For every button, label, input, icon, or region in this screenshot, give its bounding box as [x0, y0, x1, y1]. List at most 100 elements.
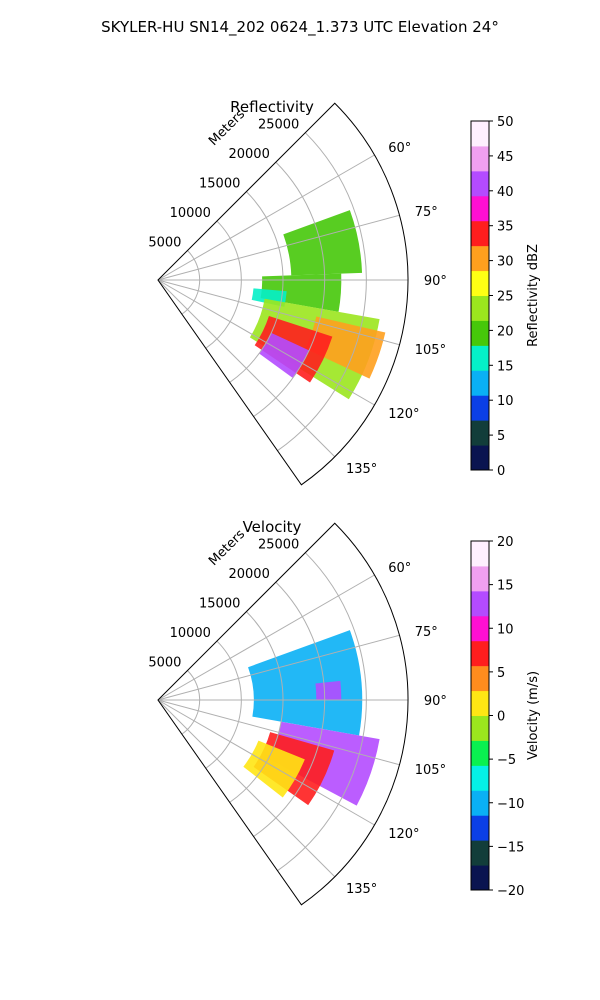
range-ring-2: [229, 191, 284, 383]
azimuth-tick-label: 90°: [424, 274, 447, 289]
colorbar-swatch: [471, 295, 489, 321]
velocity-grid: [157, 552, 408, 878]
range-ring-0: [181, 250, 201, 315]
reflectivity-colorbar-label: Reflectivity dBZ: [526, 244, 541, 347]
range-tick-label: 15000: [199, 177, 240, 192]
azimuth-spoke-1: [157, 634, 400, 701]
velocity-azimuth-ticks: 60° 75° 90° 105° 120° 135°: [346, 561, 447, 897]
colorbar-swatch: [471, 765, 489, 791]
azimuth-spoke-1: [157, 214, 400, 281]
range-ring-4: [277, 132, 367, 452]
range-tick-label: 20000: [228, 147, 269, 162]
azimuth-tick-label: 60°: [388, 141, 411, 156]
colorbar-swatch: [471, 565, 489, 592]
colorbar-tick-label: 45: [497, 150, 514, 165]
colorbar-swatch: [471, 590, 489, 617]
colorbar-tick-label: 5: [497, 666, 505, 681]
range-tick-label: 25000: [258, 538, 299, 553]
range-tick-label: 15000: [199, 597, 240, 612]
azimuth-spoke-4: [157, 699, 375, 826]
reflectivity-panel: Reflectivity 5000 10000 15000 20000 25000 60…: [148, 98, 541, 486]
colorbar-tick-label: 15: [497, 579, 514, 594]
azimuth-spoke-0: [157, 574, 375, 701]
colorbar-swatch: [471, 320, 489, 346]
velocity-title: Velocity: [243, 518, 302, 536]
colorbar-swatch: [471, 370, 489, 396]
velocity-colorbar: −20 −15 −10 −5 0 5 10 15 20: [470, 535, 524, 899]
reflectivity-grid: [157, 132, 408, 458]
azimuth-spoke-3: [157, 699, 400, 766]
azimuth-tick-label: 60°: [388, 561, 411, 576]
colorbar-swatch: [471, 121, 489, 147]
azimuth-spoke-4: [157, 279, 375, 406]
colorbar-tick-label: −20: [497, 884, 524, 899]
range-tick-label: 5000: [148, 236, 181, 251]
colorbar-tick-label: 20: [497, 535, 514, 550]
range-tick-label: 20000: [228, 567, 269, 582]
colorbar-swatch: [471, 640, 489, 667]
azimuth-spoke-3: [157, 279, 400, 346]
range-ring-1: [205, 220, 242, 349]
azimuth-tick-label: 120°: [388, 407, 419, 422]
colorbar-tick-label: 30: [497, 255, 514, 270]
range-ring-2: [229, 611, 284, 803]
azimuth-spoke-5: [157, 699, 336, 878]
colorbar-swatch: [471, 665, 489, 692]
colorbar-tick-label: 20: [497, 324, 514, 339]
azimuth-tick-label: 90°: [424, 694, 447, 709]
echo-region-1: [260, 273, 342, 312]
colorbar-swatch: [471, 270, 489, 296]
echo-region-3: [243, 740, 305, 798]
reflectivity-range-label: Meters: [206, 107, 248, 149]
colorbar-swatch: [471, 195, 489, 222]
colorbar-tick-label: 5: [497, 429, 505, 444]
echo-region-6: [259, 332, 310, 378]
colorbar-tick-label: −15: [497, 840, 524, 855]
colorbar-swatch: [471, 395, 489, 421]
azimuth-tick-label: 105°: [415, 343, 446, 358]
colorbar-tick-label: 25: [497, 290, 514, 305]
reflectivity-colorbar: 0 5 10 15 20 25 30 35 40 45 50: [470, 115, 514, 479]
azimuth-tick-label: 105°: [415, 763, 446, 778]
colorbar-swatch: [471, 145, 489, 172]
reflectivity-range-ticks: 5000 10000 15000 20000 25000: [148, 118, 299, 251]
colorbar-tick-label: 10: [497, 394, 514, 409]
colorbar-swatch: [471, 615, 489, 642]
colorbar-swatch: [471, 790, 489, 816]
colorbar-tick-label: 35: [497, 220, 514, 235]
colorbar-swatch: [471, 740, 489, 766]
colorbar-swatch: [471, 690, 489, 716]
colorbar-swatch: [471, 541, 489, 567]
azimuth-tick-label: 75°: [415, 625, 438, 640]
colorbar-swatch: [471, 420, 489, 446]
colorbar-tick-label: 15: [497, 359, 514, 374]
reflectivity-azimuth-ticks: 60° 75° 90° 105° 120° 135°: [346, 141, 447, 477]
colorbar-swatch: [471, 220, 489, 247]
velocity-sector-frame: [157, 522, 409, 906]
azimuth-spoke-0: [157, 154, 375, 281]
range-tick-label: 5000: [148, 656, 181, 671]
colorbar-swatch: [471, 170, 489, 197]
colorbar-swatch: [471, 445, 489, 471]
colorbar-tick-label: −5: [497, 753, 516, 768]
colorbar-tick-label: −10: [497, 797, 524, 812]
colorbar-swatch: [471, 840, 489, 866]
colorbar-swatch: [471, 865, 489, 891]
range-ring-3: [253, 581, 326, 837]
azimuth-tick-label: 135°: [346, 462, 377, 477]
reflectivity-sector-frame: [157, 102, 409, 486]
colorbar-swatch: [471, 345, 489, 371]
colorbar-tick-label: 40: [497, 185, 514, 200]
range-ring-0: [181, 670, 201, 735]
range-tick-label: 10000: [170, 626, 211, 641]
velocity-range-label: Meters: [206, 527, 248, 569]
reflectivity-title: Reflectivity: [230, 98, 314, 116]
azimuth-tick-label: 120°: [388, 827, 419, 842]
colorbar-swatch: [471, 815, 489, 841]
colorbar-swatch: [471, 715, 489, 741]
echo-region-0: [283, 210, 363, 276]
range-ring-1: [205, 640, 242, 769]
colorbar-swatch: [471, 245, 489, 272]
colorbar-tick-label: 10: [497, 622, 514, 637]
